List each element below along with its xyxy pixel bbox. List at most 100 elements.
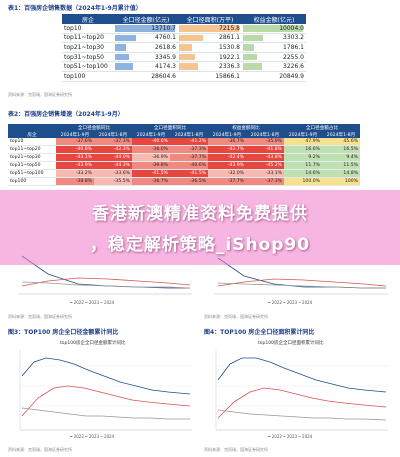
table-row: top31~top50 -43.9% -44.3% -39.8% -40.6% -43.9…: [8, 161, 360, 170]
table-cell: 16.5%: [322, 145, 360, 154]
table-row: top21~top30 -43.1% -44.0% -36.9% -37.7% -42.4…: [8, 153, 360, 162]
table-cell: 10004.0: [242, 24, 306, 34]
figure4-chart: [215, 350, 388, 431]
table-cell: 3303.2: [242, 33, 306, 44]
table1: 房企 全口径金额(亿元) 全口径面积(万平) 权益金额(亿元) top10 137…: [62, 14, 306, 82]
data-bar: [179, 53, 196, 61]
t2-sub-header: 房企: [8, 131, 56, 138]
table-cell: 7215.8: [178, 24, 242, 34]
legend-2023: 2023: [88, 434, 100, 439]
data-bar: [243, 63, 263, 70]
row-label: top100: [8, 177, 56, 186]
cell-value: 2255.0: [283, 53, 304, 61]
table-cell: -42.4%: [208, 153, 246, 162]
cell-value: 2618.6: [155, 43, 176, 51]
table-row: top51~top100 4174.3 2336.3 3226.6: [62, 61, 306, 72]
cell-value: 3226.6: [283, 63, 304, 71]
table-cell: -41.5%: [132, 169, 170, 178]
figure3-legend: ━ 2022 ━ 2023 ━ 2024: [70, 434, 115, 439]
cell-value: 1922.1: [219, 53, 240, 61]
table-cell: 4174.3: [114, 61, 178, 72]
t2-sub-header: 2024年1-8月: [94, 131, 132, 138]
table-cell: -41.2%: [170, 138, 208, 146]
cell-value: 2336.3: [219, 63, 240, 71]
row-label: top21~top30: [8, 153, 56, 162]
table-row: top21~top30 2618.6 1530.8 1786.1: [62, 42, 306, 53]
row-label: top11~top20: [8, 145, 56, 154]
table-cell: -37.7%: [170, 153, 208, 162]
table-row: top11~top20 4760.1 2861.1 3303.2: [62, 33, 306, 44]
table-cell: -36.7%: [208, 138, 246, 146]
legend-2023: 2023: [88, 300, 100, 305]
table-cell: -38.7%: [132, 177, 170, 186]
table-cell: -33.1%: [246, 169, 284, 178]
table-cell: 14.8%: [322, 169, 360, 178]
row-label: top21~top30: [62, 42, 114, 53]
legend-2023: 2023: [286, 300, 298, 305]
t1-header: 全口径面积(万平): [178, 14, 242, 24]
figure4-note: 资料来源：克而瑞，国海证券研究所: [204, 447, 268, 452]
data-bar: [179, 25, 240, 32]
data-bar: [243, 44, 254, 51]
table-cell: -40.8%: [56, 145, 94, 154]
t2-sub-header: 2024年1-9月: [56, 131, 94, 138]
t1-header: 全口径金额(亿元): [114, 14, 178, 24]
figure3-chart: [19, 350, 192, 431]
table-cell: 13710.7: [114, 24, 178, 34]
mid-note-right: 资料来源：克而瑞，国海证券研究所: [204, 314, 268, 319]
data-bar: [115, 34, 137, 42]
t2-sub-header: 2024年1-8月: [246, 131, 284, 138]
row-label: top10: [62, 24, 114, 34]
legend-2022: 2022: [73, 434, 84, 439]
t2-sub-header: 2024年1-8月: [170, 131, 208, 138]
data-bar: [243, 53, 257, 61]
table-cell: 9.4%: [322, 153, 360, 162]
table-cell: -43.1%: [56, 153, 94, 162]
table-cell: -35.9%: [246, 138, 284, 146]
table-row: top10 -37.6% -37.3% -40.6% -41.2% -36.7% -35.9…: [8, 138, 360, 146]
table-cell: 11.7%: [284, 161, 322, 170]
mid-legend-left: ━ 2022 ━ 2023 ━ 2024: [70, 300, 115, 305]
mid-legend-right: ━ 2022 ━ 2023 ━ 2024: [268, 300, 313, 305]
t2-sub-header: 2024年1-9月: [284, 131, 322, 138]
table-cell: 2255.0: [242, 52, 306, 63]
table-cell: -32.0%: [208, 169, 246, 178]
table-cell: 45.6%: [322, 138, 360, 146]
row-label: top51~top100: [8, 169, 56, 178]
t2-corner: [8, 124, 56, 131]
legend-2022: 2022: [271, 434, 282, 439]
table-cell: 1530.8: [178, 42, 242, 53]
data-bar: [115, 44, 127, 51]
table-cell: 100.0%: [284, 177, 322, 186]
table-cell: 47.9%: [284, 138, 322, 146]
cell-value: 2861.1: [219, 34, 240, 42]
t1-header: 房企: [62, 14, 114, 24]
t2-group-header: 全口径金额占比: [284, 124, 360, 131]
table-row: top11~top20 -40.8% -42.3% -38.0% -37.3% -42.7…: [8, 145, 360, 154]
table-cell: -43.8%: [246, 153, 284, 162]
table-cell: -42.3%: [94, 145, 132, 154]
figure4-caption: 图4：TOP100 房企全口径面积累计同比: [204, 329, 315, 336]
table-cell: -42.7%: [208, 145, 246, 154]
table-cell: -38.0%: [132, 145, 170, 154]
banner-line1: 香港新澳精准资料免费提供: [92, 204, 308, 224]
table-cell: -44.0%: [94, 153, 132, 162]
table1-caption: 表1：百强房企销售数据（2024年1-9月累计值）: [8, 5, 142, 12]
legend-2024: 2024: [302, 434, 313, 439]
t1-header: 权益金额(亿元): [242, 14, 306, 24]
table2: 全口径金额同比 全口径面积同比 权益金额同比 全口径金额占比 房企 2024年1-…: [8, 124, 360, 186]
table-cell: -36.9%: [132, 153, 170, 162]
data-bar: [115, 25, 176, 32]
table-cell: 16.6%: [284, 145, 322, 154]
legend-2024: 2024: [104, 300, 115, 305]
table-cell: -35.5%: [94, 177, 132, 186]
table-row: top100 -38.8% -35.5% -38.7% -36.5% -37.7% -37.…: [8, 177, 360, 186]
data-bar: [179, 44, 192, 51]
data-bar: [179, 63, 199, 70]
table-cell: 1786.1: [242, 42, 306, 53]
cell-value: 13710.7: [151, 24, 176, 32]
cell-value: 28604.6: [151, 72, 176, 80]
table-cell: 2861.1: [178, 33, 242, 44]
table-cell: -33.6%: [94, 169, 132, 178]
data-bar: [115, 63, 134, 70]
